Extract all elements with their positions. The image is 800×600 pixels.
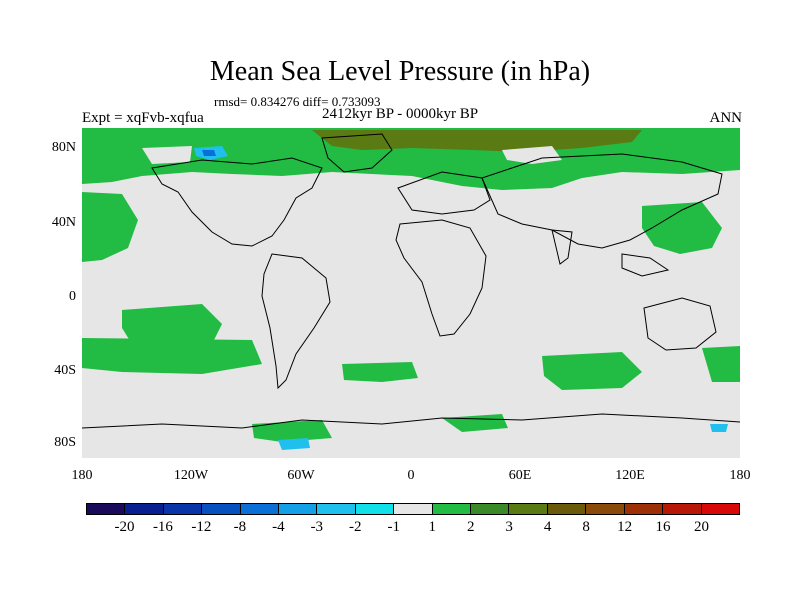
colorbar-swatch xyxy=(125,504,164,514)
colorbar-label: -8 xyxy=(233,519,247,535)
lon-label: 0 xyxy=(407,468,415,483)
pressure-map xyxy=(82,128,740,458)
lat-label: 0 xyxy=(69,289,76,304)
colorbar-label: -1 xyxy=(387,519,401,535)
map-title: Mean Sea Level Pressure (in hPa) xyxy=(209,56,591,87)
colorbar-label: 12 xyxy=(617,519,633,535)
experiment-label: Expt = xqFvb-xqfua xyxy=(82,110,204,126)
colorbar-swatch xyxy=(509,504,548,514)
arctic-neutral-hole-2 xyxy=(502,146,562,164)
lon-label: 60W xyxy=(287,468,315,483)
colorbar-swatch xyxy=(202,504,241,514)
colorbar-swatch xyxy=(432,504,472,514)
colorbar-swatch xyxy=(586,504,625,514)
lat-label: 40S xyxy=(54,363,76,378)
southern-green-1 xyxy=(82,338,262,374)
colorbar xyxy=(86,503,740,515)
npacific-green xyxy=(82,192,138,262)
colorbar-label: 1 xyxy=(428,519,436,535)
stats-text: rmsd= 0.834276 diff= 0.733093 xyxy=(214,94,381,109)
lon-label: 120W xyxy=(173,468,209,483)
map-background xyxy=(82,128,740,458)
lon-label: 180 xyxy=(729,468,751,483)
colorbar-swatch xyxy=(87,504,126,514)
lon-label: 60E xyxy=(508,468,532,483)
colorbar-swatch xyxy=(701,504,739,514)
colorbar-label: 2 xyxy=(466,519,475,535)
antarctic-blue-2 xyxy=(710,424,728,432)
colorbar-label: 20 xyxy=(694,519,710,535)
colorbar-swatch xyxy=(279,504,318,514)
period-label: 2412kyr BP - 0000kyr BP xyxy=(322,106,479,122)
antarctic-blue-1 xyxy=(278,438,310,450)
nwpacific-green xyxy=(642,202,722,254)
colorbar-label: 3 xyxy=(505,519,513,535)
southern-green-4 xyxy=(342,362,418,382)
lat-label: 40N xyxy=(51,215,76,230)
colorbar-swatch xyxy=(547,504,587,514)
coastlines xyxy=(82,133,740,429)
arctic-olive-patch xyxy=(312,130,642,152)
colorbar-label: 16 xyxy=(655,519,671,535)
spacific-green xyxy=(122,304,222,350)
colorbar-swatch xyxy=(355,504,395,514)
colorbar-swatch xyxy=(663,504,702,514)
colorbar-label: 4 xyxy=(543,519,552,535)
colorbar-label: -2 xyxy=(349,519,362,535)
colorbar-label: -12 xyxy=(191,519,212,535)
southern-green-3 xyxy=(702,346,740,382)
southern-green-2 xyxy=(542,352,642,390)
colorbar-swatch xyxy=(471,504,510,514)
lat-label: 80N xyxy=(51,140,76,155)
lon-label: 180 xyxy=(71,468,93,483)
colorbar-swatch xyxy=(240,504,280,514)
colorbar-label: -20 xyxy=(114,519,135,535)
arctic-blue-small xyxy=(202,150,216,156)
lon-label: 120E xyxy=(615,468,645,483)
colorbar-label: 8 xyxy=(582,519,590,535)
arctic-neutral-hole-1 xyxy=(142,146,192,164)
colorbar-swatch xyxy=(394,504,433,514)
colorbar-swatch xyxy=(624,504,664,514)
colorbar-label: -3 xyxy=(310,519,324,535)
colorbar-label: -16 xyxy=(152,519,173,535)
antarctic-green-1 xyxy=(252,420,332,442)
colorbar-label: -4 xyxy=(272,519,285,535)
colorbar-swatch xyxy=(317,504,356,514)
colorbar-swatch xyxy=(163,504,203,514)
season-label: ANN xyxy=(709,110,743,126)
lat-label: 80S xyxy=(54,435,76,450)
